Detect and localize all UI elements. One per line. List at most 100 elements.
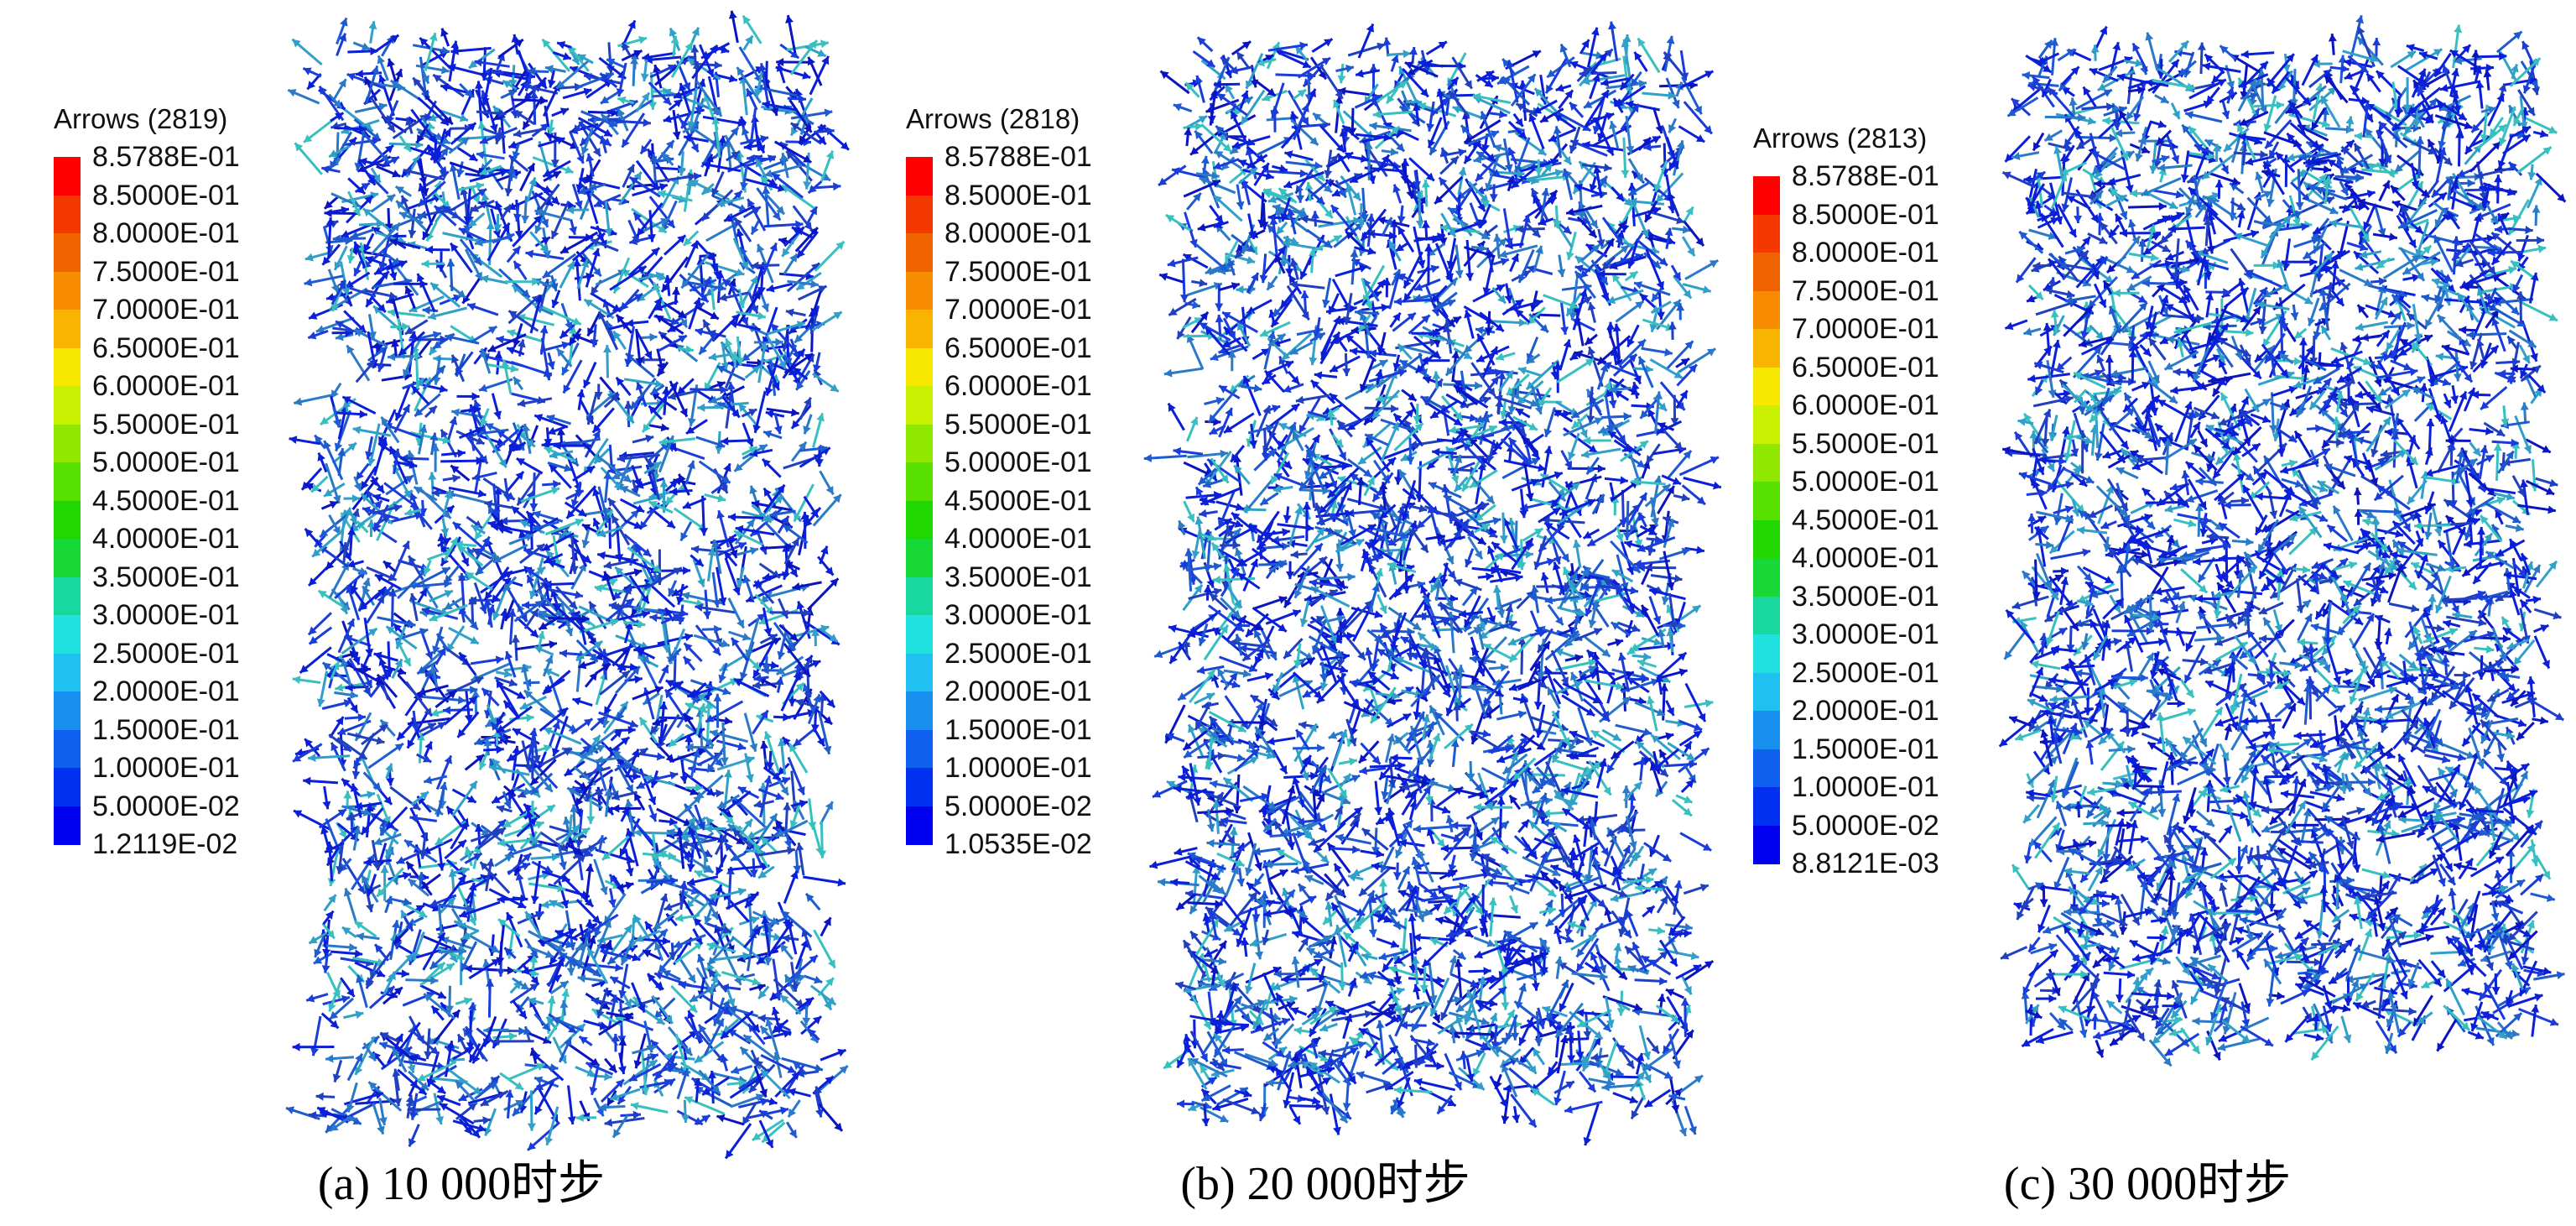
arrow-head — [542, 1036, 552, 1044]
arrow-head — [527, 515, 536, 524]
arrow-head — [557, 41, 566, 50]
arrow-head — [525, 810, 534, 819]
arrow-head — [395, 640, 403, 650]
arrow-head — [778, 738, 786, 747]
arrow-head — [425, 245, 434, 254]
arrow-head — [457, 874, 466, 884]
arrow-head — [581, 540, 591, 548]
arrow-head — [439, 781, 448, 790]
arrow-head — [656, 752, 665, 761]
arrow-head — [518, 1009, 527, 1019]
arrow-head — [388, 971, 396, 981]
arrow-head — [441, 557, 450, 566]
arrow-head — [701, 50, 710, 59]
arrow-head — [478, 761, 487, 770]
arrow-head — [761, 916, 770, 925]
arrow-head — [481, 192, 490, 201]
arrow-head — [534, 295, 544, 304]
arrow-head — [514, 230, 523, 239]
arrow-head — [516, 458, 526, 467]
arrow-head — [480, 418, 488, 427]
arrow-head — [701, 1115, 710, 1124]
arrow-head — [468, 882, 477, 891]
arrow-head — [335, 112, 344, 121]
arrow-head — [635, 504, 645, 513]
arrow-head — [679, 318, 687, 328]
arrow-head — [299, 665, 309, 673]
arrow-head — [534, 1083, 544, 1090]
arrow-head — [768, 178, 778, 186]
arrow-head — [777, 184, 786, 192]
arrow-head — [716, 381, 726, 389]
arrow-head — [582, 929, 591, 937]
arrow-head — [802, 1017, 811, 1025]
arrow-head — [363, 243, 372, 253]
arrow-head — [641, 1087, 650, 1095]
arrow-head — [533, 215, 542, 224]
arrow-head — [752, 425, 762, 433]
arrow-head — [496, 745, 504, 754]
arrow-head — [752, 661, 761, 670]
arrow-head — [547, 361, 555, 370]
arrow-head — [732, 586, 741, 596]
arrow-head — [718, 135, 727, 144]
arrow-head — [550, 159, 559, 168]
arrow-head — [563, 748, 572, 756]
arrow-head — [722, 1007, 731, 1015]
arrow-head — [729, 320, 738, 329]
arrow-head — [412, 350, 421, 358]
arrow-head — [720, 484, 728, 493]
arrow-head — [791, 127, 799, 136]
arrow-head — [669, 487, 678, 496]
arrow-head — [577, 974, 586, 983]
arrow-head — [334, 261, 342, 270]
arrow-head — [519, 520, 529, 529]
arrow-head — [443, 706, 451, 715]
arrow-head — [332, 494, 341, 503]
arrow-head — [790, 50, 799, 59]
arrow-head — [621, 737, 630, 745]
arrow-head — [833, 182, 841, 191]
arrow-head — [416, 213, 426, 222]
arrow-head — [467, 123, 476, 131]
arrow-head — [565, 628, 574, 637]
arrow-head — [608, 601, 617, 610]
arrow-head — [705, 816, 715, 826]
legend-entry: 1.2119E-02 — [54, 825, 330, 863]
arrow-head — [762, 664, 771, 672]
arrow-head — [564, 768, 574, 776]
arrow-head — [397, 731, 406, 740]
arrow-head — [663, 114, 672, 123]
arrow-head — [377, 958, 386, 967]
arrow-head — [791, 538, 799, 547]
arrow-head — [530, 895, 539, 904]
arrow-head — [643, 423, 651, 432]
arrow-head — [497, 895, 505, 904]
arrow-head — [403, 143, 411, 152]
arrow-head — [528, 728, 538, 737]
arrow-head — [429, 134, 437, 143]
legend-swatch — [54, 233, 81, 272]
arrow-head — [333, 99, 341, 108]
arrow-head — [759, 782, 768, 790]
arrow-head — [783, 737, 791, 746]
arrow-head — [383, 796, 392, 805]
arrow-head — [679, 408, 688, 417]
arrow-head — [762, 459, 771, 467]
arrow-head — [343, 888, 352, 897]
arrow-head — [417, 665, 426, 674]
arrow-head — [812, 660, 821, 668]
arrow-head — [592, 518, 601, 527]
arrow-head — [722, 279, 731, 288]
arrow-head — [453, 522, 462, 530]
arrow-head — [697, 403, 705, 412]
arrow-head — [311, 483, 320, 493]
arrow-head — [694, 870, 704, 879]
arrow-head — [778, 360, 786, 369]
arrow-head — [776, 206, 784, 215]
arrow-head — [629, 177, 638, 185]
legend-swatch — [54, 806, 81, 845]
arrow-head — [698, 703, 707, 712]
arrow-head — [748, 446, 757, 455]
arrow-head — [785, 542, 794, 551]
